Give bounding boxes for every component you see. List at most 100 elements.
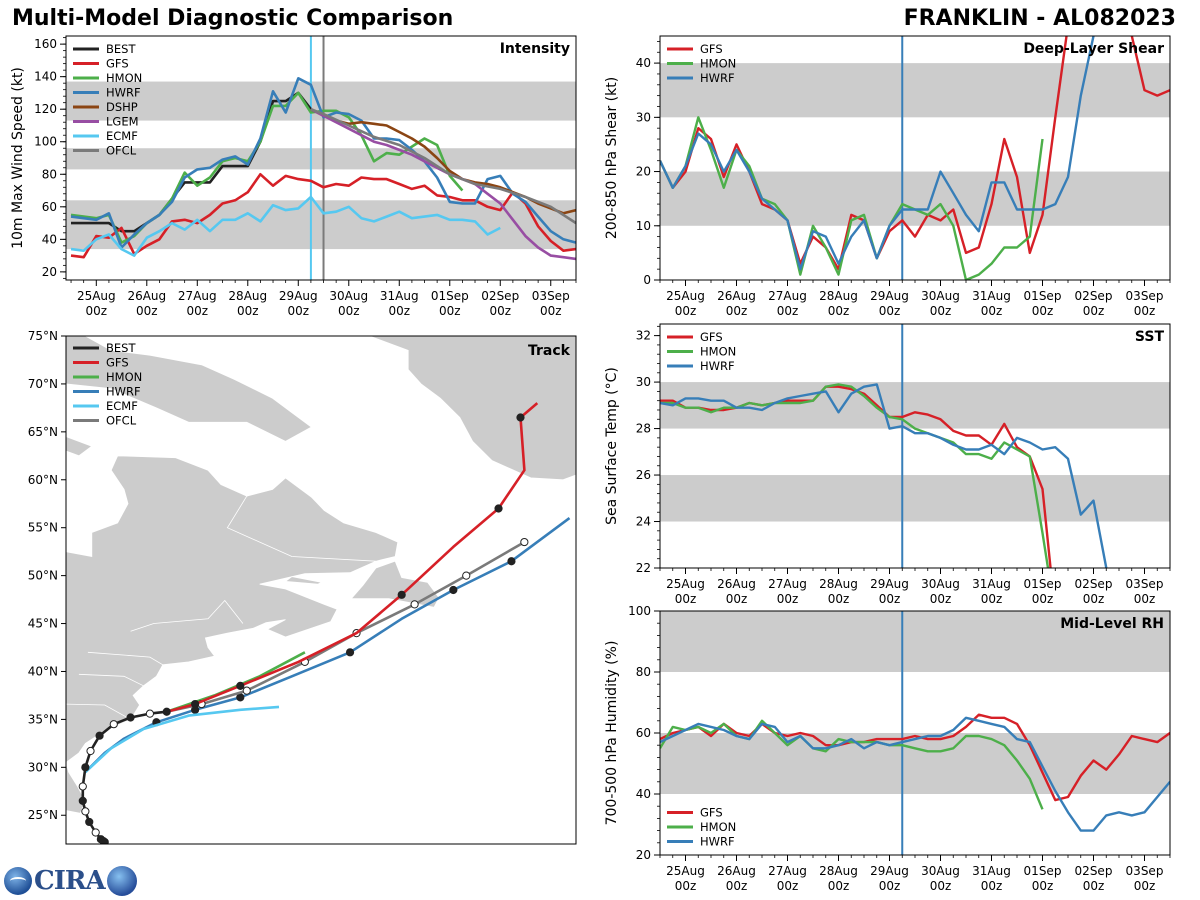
xtick-label-date: 28Aug xyxy=(819,289,858,303)
xtick-label-hour: 00z xyxy=(930,592,952,606)
xtick-label-date: 28Aug xyxy=(228,289,267,303)
lat-label: 55°N xyxy=(28,521,58,535)
border-0 xyxy=(130,599,244,632)
xtick-label-hour: 00z xyxy=(981,879,1003,893)
xtick-label-date: 27Aug xyxy=(768,577,807,591)
xtick-label-hour: 00z xyxy=(981,304,1003,318)
cira-logo: CIRA xyxy=(4,866,137,896)
xtick-label-hour: 00z xyxy=(338,304,360,318)
lat-label: 45°N xyxy=(28,617,58,631)
lat-label: 30°N xyxy=(28,760,58,774)
track-point-ofcl xyxy=(520,537,529,547)
series-shear-hwrf xyxy=(660,36,1095,271)
xtick-label-hour: 00z xyxy=(237,304,259,318)
track-point-gfs xyxy=(191,699,200,709)
band-shear-1 xyxy=(660,63,1170,118)
xtick-label-hour: 00z xyxy=(828,879,850,893)
track-point-best xyxy=(86,746,95,756)
xtick-label-date: 25Aug xyxy=(666,577,705,591)
legend-label: HWRF xyxy=(700,71,735,85)
series-shear-hmon xyxy=(660,116,1044,280)
xtick-label-hour: 00z xyxy=(930,879,952,893)
legend-label: LGEM xyxy=(106,115,139,129)
ytick-label: 20 xyxy=(636,165,651,179)
xtick-label-date: 29Aug xyxy=(870,577,909,591)
ylabel-rh: 700-500 hPa Humidity (%) xyxy=(604,641,620,826)
lat-label: 35°N xyxy=(28,712,58,726)
panel-intensity: 2040608010012014016025Aug00z26Aug00z27Au… xyxy=(10,35,577,318)
xtick-label-hour: 00z xyxy=(1032,592,1054,606)
xtick-label-date: 28Aug xyxy=(819,577,858,591)
xtick-label-hour: 00z xyxy=(1134,304,1156,318)
panel-rh: 2040608010025Aug00z26Aug00z27Aug00z28Aug… xyxy=(604,604,1171,893)
ytick-label: 160 xyxy=(34,37,57,51)
xtick-label-hour: 00z xyxy=(1083,879,1105,893)
legend-label: HMON xyxy=(106,71,142,85)
series-intensity-best xyxy=(71,91,312,233)
ylabel-shear: 200-850 hPa Shear (kt) xyxy=(604,77,620,239)
ytick-label: 140 xyxy=(34,70,57,84)
xtick-label-date: 29Aug xyxy=(870,289,909,303)
legend-label: BEST xyxy=(106,341,136,355)
track-point-best xyxy=(85,817,94,827)
track-point-gfs xyxy=(516,413,525,422)
ytick-label: 22 xyxy=(636,561,651,575)
lat-label: 60°N xyxy=(28,473,58,487)
xtick-label-hour: 00z xyxy=(1032,879,1054,893)
xtick-label-date: 31Aug xyxy=(972,577,1011,591)
xtick-label-hour: 00z xyxy=(828,304,850,318)
ytick-label: 40 xyxy=(42,232,57,246)
xtick-label-date: 02Sep xyxy=(1075,289,1113,303)
xtick-label-hour: 00z xyxy=(930,304,952,318)
ytick-label: 100 xyxy=(628,604,651,618)
legend-label: GFS xyxy=(106,356,129,370)
xtick-label-hour: 00z xyxy=(1083,304,1105,318)
ytick-label: 28 xyxy=(636,422,651,436)
xtick-label-date: 30Aug xyxy=(921,289,960,303)
ytick-label: 20 xyxy=(636,848,651,862)
xtick-label-hour: 00z xyxy=(879,879,901,893)
frame-sst xyxy=(659,323,1171,569)
panel-shear: 01020304025Aug00z26Aug00z27Aug00z28Aug00… xyxy=(604,35,1171,318)
xtick-label-date: 26Aug xyxy=(717,577,756,591)
band-rh-0 xyxy=(660,733,1170,794)
border-5 xyxy=(66,703,131,720)
xtick-label-hour: 00z xyxy=(540,304,562,318)
band-intensity-1 xyxy=(66,148,576,170)
legend-label: HMON xyxy=(700,820,736,834)
ytick-label: 30 xyxy=(636,375,651,389)
legend-label: DSHP xyxy=(106,100,138,114)
series-rh-gfs xyxy=(660,713,1170,802)
ytick-label: 20 xyxy=(42,265,57,279)
xtick-label-hour: 00z xyxy=(981,592,1003,606)
legend-label: HWRF xyxy=(106,385,141,399)
track-ecmf xyxy=(84,705,280,774)
xtick-label-hour: 00z xyxy=(879,304,901,318)
lat-label: 40°N xyxy=(28,664,58,678)
lat-label: 25°N xyxy=(28,808,58,822)
panel-track: 25°N 30°N 35°N 40°N 45°N 50°N 55°N 60°N 65°N 70°N… xyxy=(28,329,577,845)
xtick-label-date: 25Aug xyxy=(666,864,705,878)
series-sst-hwrf xyxy=(660,383,1108,568)
ytick-label: 60 xyxy=(42,200,57,214)
legend-label: HMON xyxy=(700,345,736,359)
xtick-label-date: 27Aug xyxy=(768,289,807,303)
xtick-label-date: 25Aug xyxy=(77,289,116,303)
land-2 xyxy=(66,336,313,442)
xtick-label-hour: 00z xyxy=(1134,879,1156,893)
xtick-label-date: 31Aug xyxy=(972,864,1011,878)
frame-intensity xyxy=(65,35,577,281)
lat-label: 70°N xyxy=(28,377,58,391)
xtick-label-hour: 00z xyxy=(675,304,697,318)
xtick-label-date: 02Sep xyxy=(481,289,519,303)
ytick-label: 30 xyxy=(636,110,651,124)
series-intensity-hwrf xyxy=(70,77,576,249)
xtick-label-hour: 00z xyxy=(439,304,461,318)
legend-label: HWRF xyxy=(700,835,735,849)
band-shear-0 xyxy=(660,171,1170,226)
track-point-ofcl xyxy=(242,686,251,695)
border-3 xyxy=(87,651,164,666)
